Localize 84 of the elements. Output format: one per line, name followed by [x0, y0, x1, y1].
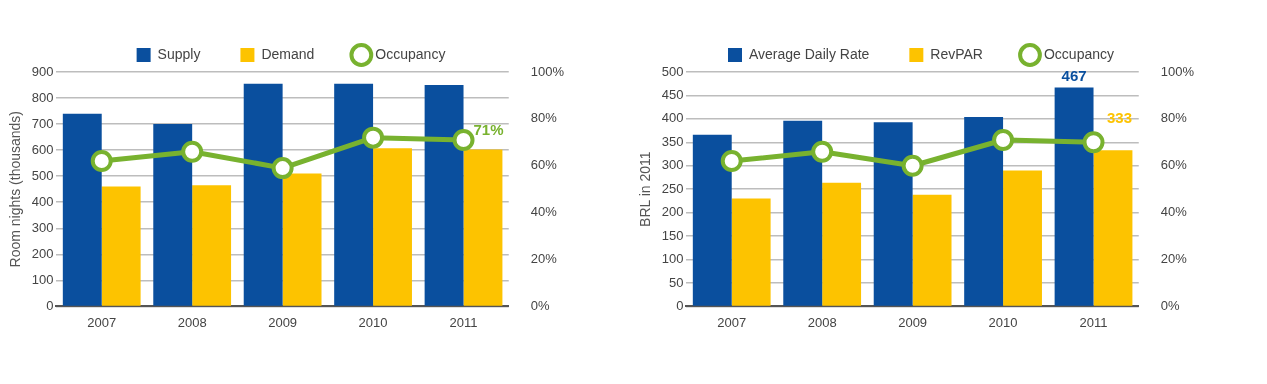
y-tick-label: 400: [661, 110, 684, 126]
point: [811, 140, 834, 163]
point: [181, 140, 204, 163]
y-tick-label: 250: [661, 180, 684, 196]
bar: [373, 148, 412, 306]
x-tick-label: 2011: [1079, 314, 1108, 330]
y-tick-label: 450: [661, 87, 684, 103]
bar: [424, 85, 464, 306]
bar: [912, 194, 952, 306]
legend-label: Demand: [261, 45, 315, 62]
data-label: 71%: [473, 120, 504, 138]
x-tick-label: 2009: [268, 314, 298, 330]
y-tick-label: 300: [31, 219, 54, 235]
x-tick-label: 2011: [449, 314, 478, 330]
y2-tick-label: 60%: [1160, 157, 1188, 173]
x-tick-label: 2010: [988, 314, 1018, 330]
data-label: 333: [1106, 108, 1132, 126]
x-tick-label: 2008: [807, 314, 837, 330]
bar: [282, 173, 322, 306]
x-tick-label: 2008: [177, 314, 207, 330]
point: [1082, 131, 1105, 154]
bar: [1054, 87, 1094, 306]
legend-label: Supply: [157, 45, 201, 62]
y-tick-label: 0: [46, 297, 54, 313]
bar: [463, 149, 503, 306]
bar: [692, 134, 732, 306]
bar: [783, 120, 823, 306]
y2-tick-label: 100%: [530, 63, 565, 79]
y-axis-title: BRL in 2011: [637, 151, 654, 227]
y-tick-label: 900: [31, 63, 54, 79]
y-tick-label: 700: [31, 115, 54, 131]
y2-tick-label: 40%: [530, 204, 558, 220]
point: [452, 128, 475, 151]
bar: [192, 185, 232, 306]
y-tick-label: 400: [31, 193, 54, 209]
bar: [1003, 170, 1042, 306]
y-tick-label: 500: [31, 167, 54, 183]
point: [362, 126, 385, 149]
y2-tick-label: 100%: [1160, 63, 1195, 79]
point: [901, 154, 924, 177]
y-tick-label: 200: [31, 245, 54, 261]
y2-tick-label: 60%: [530, 157, 558, 173]
x-tick-label: 2007: [717, 314, 747, 330]
y2-tick-label: 20%: [530, 251, 558, 267]
y-axis-title: Room nights (thousands): [7, 110, 24, 268]
bar: [334, 83, 374, 306]
point: [720, 150, 743, 173]
legend-label: Occupancy: [375, 45, 446, 62]
y-tick-label: 150: [661, 227, 684, 243]
point: [992, 128, 1015, 151]
bar: [153, 124, 193, 306]
bar: [822, 182, 862, 306]
y-tick-label: 100: [31, 271, 54, 287]
y-tick-label: 200: [661, 204, 684, 220]
y-tick-label: 800: [31, 89, 54, 105]
y-tick-label: 600: [31, 141, 54, 157]
point: [271, 157, 294, 180]
y-tick-label: 50: [669, 274, 684, 290]
y2-tick-label: 20%: [1160, 251, 1188, 267]
legend-label: Average Daily Rate: [748, 45, 870, 62]
y-tick-label: 350: [661, 133, 684, 149]
bar: [873, 122, 913, 306]
bar: [1093, 150, 1133, 306]
y2-tick-label: 80%: [530, 110, 558, 126]
y-tick-label: 500: [661, 63, 684, 79]
point: [90, 150, 113, 173]
x-tick-label: 2007: [87, 314, 117, 330]
y-tick-label: 300: [661, 157, 684, 173]
y2-tick-label: 0%: [530, 297, 550, 313]
x-tick-label: 2010: [358, 314, 388, 330]
bar: [243, 83, 283, 306]
bar: [62, 113, 102, 306]
y2-tick-label: 80%: [1160, 110, 1188, 126]
y2-tick-label: 0%: [1160, 297, 1180, 313]
bar: [731, 198, 771, 306]
legend-label: Occupancy: [1043, 45, 1115, 62]
y-tick-label: 100: [661, 251, 684, 267]
data-label: 467: [1061, 67, 1087, 85]
legend-label: RevPAR: [930, 45, 983, 62]
bar: [101, 186, 141, 306]
y2-tick-label: 40%: [1160, 204, 1188, 220]
x-tick-label: 2009: [898, 314, 928, 330]
bar: [964, 117, 1004, 306]
y-tick-label: 0: [676, 297, 684, 313]
